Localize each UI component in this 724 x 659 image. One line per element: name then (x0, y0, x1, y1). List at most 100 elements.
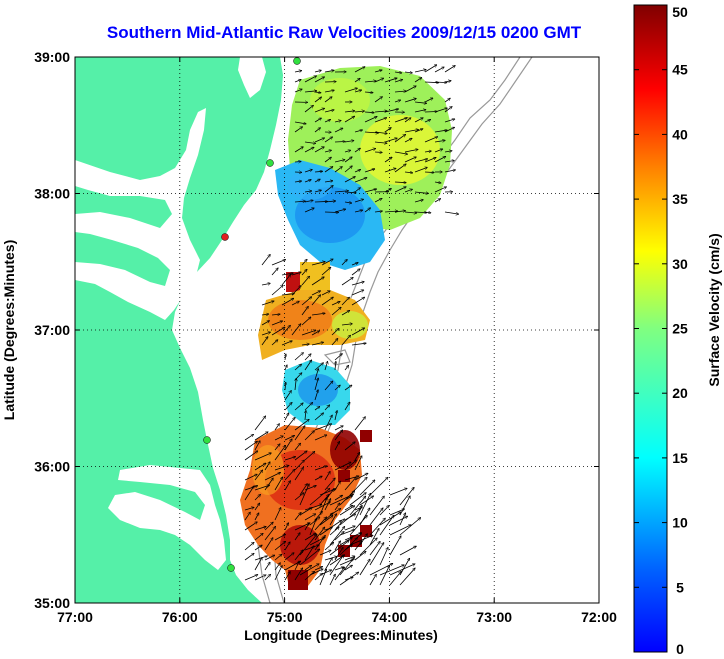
velocity-vector (254, 470, 263, 481)
velocity-vector (295, 378, 296, 391)
velocity-vector (354, 111, 365, 112)
velocity-vector (384, 78, 397, 83)
velocity-vector (304, 354, 311, 361)
velocity-vector (344, 176, 355, 183)
delaware-bay (238, 57, 266, 98)
velocity-vector (359, 538, 377, 556)
velocity-vector (444, 170, 456, 173)
velocity-vector (444, 211, 459, 214)
velocity-vector (324, 185, 333, 193)
velocity-vector (351, 328, 365, 336)
velocity-vector (334, 354, 342, 361)
velocity-vector (414, 70, 426, 73)
velocity-vector (374, 198, 382, 203)
velocity-vector (379, 512, 401, 526)
colorbar-tick-label: 40 (672, 126, 688, 142)
velocity-vector (334, 495, 343, 501)
velocity-vector (304, 565, 312, 571)
velocity-vector (284, 553, 294, 561)
station-marker (266, 159, 274, 167)
velocity-vector (285, 354, 286, 361)
velocity-vector (319, 494, 329, 506)
velocity-vector (379, 565, 404, 576)
velocity-vector (434, 140, 445, 143)
velocity-vector (414, 212, 427, 213)
velocity-vector (444, 127, 455, 133)
velocity-vector (334, 426, 343, 431)
velocity-vector (369, 496, 384, 516)
velocity-vector (264, 538, 273, 551)
velocity-vector (304, 169, 312, 173)
velocity-vector (294, 419, 309, 431)
velocity-vector (404, 212, 417, 213)
velocity-vector (434, 156, 446, 163)
velocity-vector (254, 441, 260, 451)
velocity-vector (281, 294, 294, 295)
velocity-vector (344, 202, 352, 203)
velocity-vector (404, 157, 416, 163)
velocity-vector (274, 477, 283, 491)
velocity-vector (294, 460, 304, 471)
velocity-vector (314, 108, 325, 113)
velocity-vector (264, 562, 270, 571)
velocity-vector (404, 129, 418, 133)
velocity-vector (351, 269, 360, 276)
velocity-vector (314, 466, 327, 471)
velocity-vector (324, 381, 333, 391)
velocity-vector (324, 137, 333, 143)
velocity-vector (329, 540, 349, 556)
velocity-vector (369, 574, 376, 586)
velocity-vector (311, 342, 324, 346)
velocity-vector (389, 536, 401, 556)
velocity-vector (354, 473, 368, 481)
velocity-vector (349, 493, 366, 506)
velocity-vector (294, 201, 305, 202)
velocity-vector (341, 259, 347, 266)
velocity-vector (344, 365, 349, 371)
velocity-vector (344, 111, 355, 112)
velocity-vector (314, 435, 327, 441)
velocity-vector (444, 119, 455, 123)
velocity-vector (264, 555, 275, 561)
velocity-vector (354, 505, 362, 521)
velocity-vector (399, 487, 414, 506)
velocity-vector (314, 201, 328, 202)
velocity-vectors (244, 65, 459, 586)
y-axis-ticks: 35:00 36:00 37:00 38:00 39:00 (34, 49, 599, 611)
x-axis-ticks: 77:00 76:00 75:00 74:00 73:00 72:00 (57, 57, 617, 625)
velocity-vector (399, 496, 410, 516)
velocity-vector (351, 290, 364, 296)
velocity-vector (319, 570, 332, 576)
velocity-vector (384, 168, 396, 173)
velocity-vector (274, 565, 282, 581)
velocity-vector (274, 445, 286, 461)
velocity-vector (294, 562, 299, 571)
velocity-vector (294, 512, 301, 521)
velocity-vector (354, 90, 362, 93)
velocity-vector (314, 128, 320, 133)
velocity-vector (324, 97, 332, 103)
velocity-vector (254, 463, 266, 471)
velocity-vector (294, 121, 306, 124)
velocity-vector (294, 493, 304, 501)
velocity-vector (334, 191, 349, 192)
velocity-vector (341, 324, 352, 325)
velocity-vector (244, 522, 257, 531)
velocity-vector (311, 313, 325, 316)
velocity-vector (285, 382, 286, 391)
colorbar-tick-label: 50 (672, 4, 688, 20)
velocity-vector (364, 92, 373, 93)
velocity-vector (294, 71, 302, 72)
velocity-vector (344, 385, 352, 391)
velocity-vector (321, 259, 333, 266)
chart-title: Southern Mid-Atlantic Raw Velocities 200… (107, 23, 582, 42)
velocity-vector (374, 70, 382, 73)
velocity-vector (254, 485, 270, 491)
velocity-vector (261, 254, 270, 266)
velocity-vector (394, 72, 402, 73)
velocity-vector (424, 82, 439, 83)
velocity-vector (294, 443, 301, 451)
velocity-vector (344, 157, 352, 163)
velocity-vector (281, 325, 290, 336)
velocity-vector (334, 141, 345, 142)
